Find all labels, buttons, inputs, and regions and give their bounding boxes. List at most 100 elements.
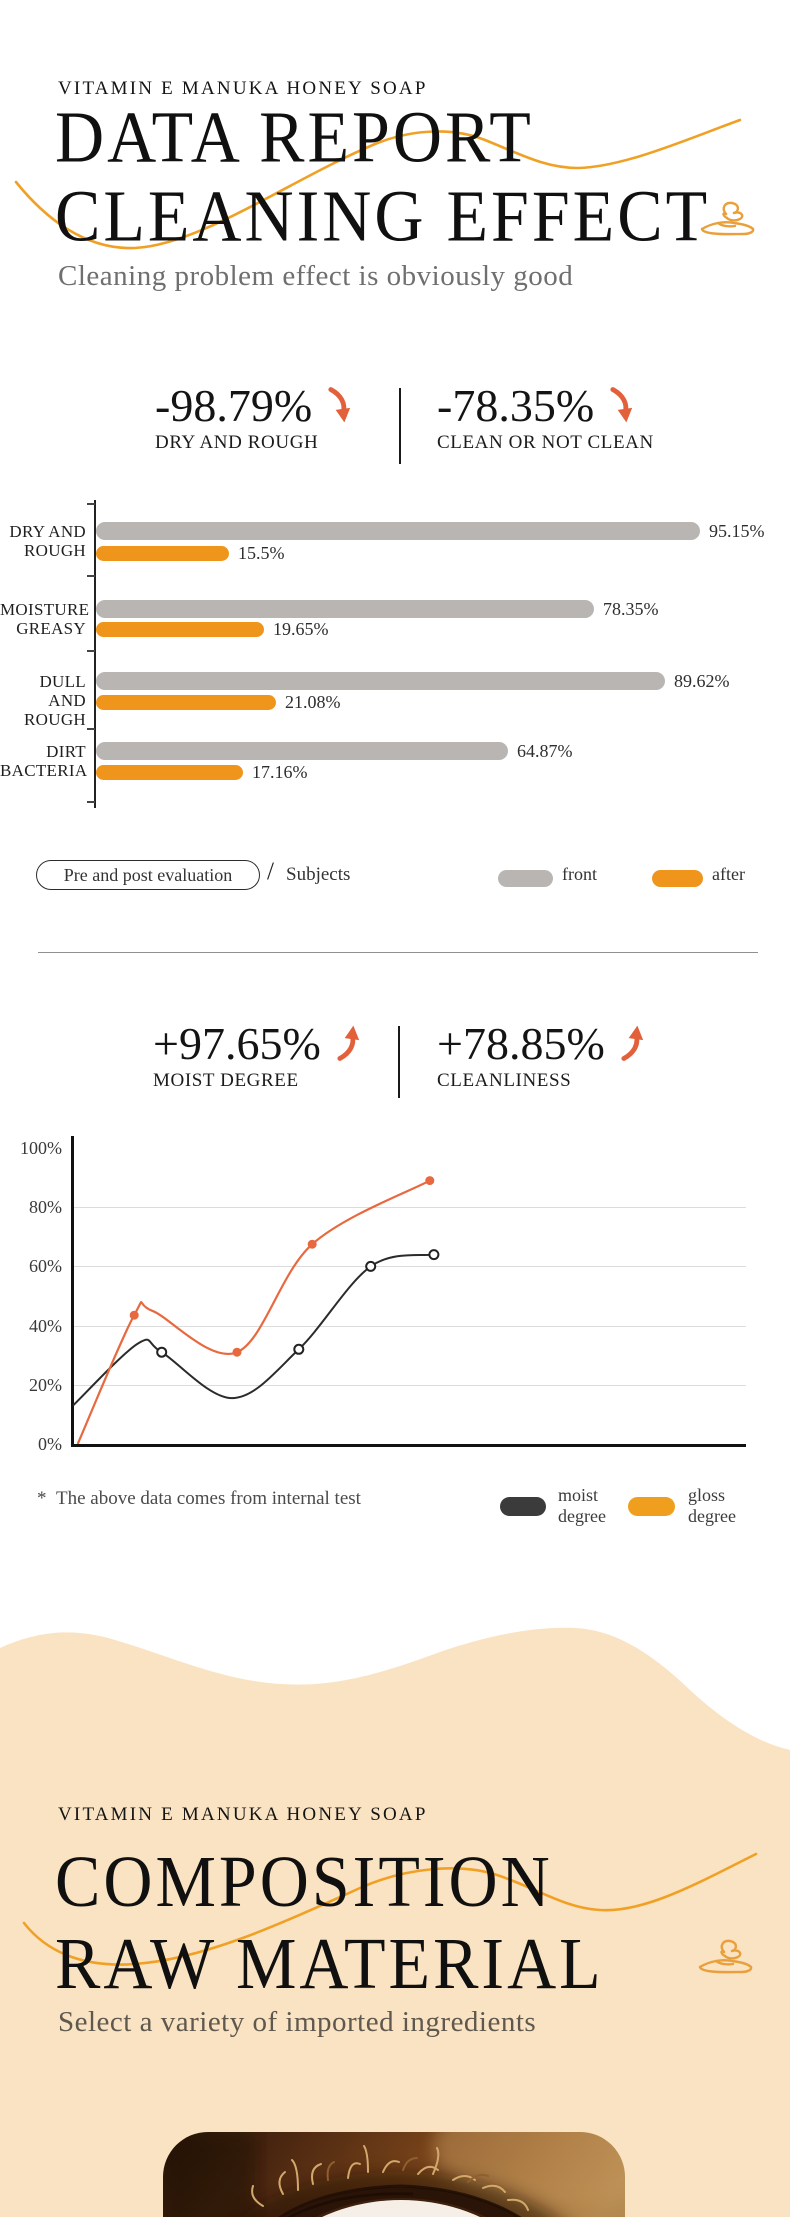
title-line-data-report: DATA REPORT [55, 95, 534, 178]
axis-tick [87, 728, 95, 730]
line-ytick-label: 80% [29, 1197, 62, 1218]
line-chart: 100% 80% 60% 40% 20% 0% [0, 1130, 790, 1465]
line-gridline [74, 1325, 746, 1327]
raw-material-photo [163, 2132, 625, 2217]
axis-tick [87, 575, 95, 577]
stat-value: +97.65% [153, 1018, 321, 1069]
legend-pill-evaluation: Pre and post evaluation [36, 860, 260, 890]
hand-soap-icon [698, 1939, 753, 1974]
bar-front-value: 78.35% [603, 599, 659, 619]
stat-label: CLEAN OR NOT CLEAN [437, 432, 654, 453]
subtitle-cleaning: Cleaning problem effect is obviously goo… [58, 260, 574, 292]
title-line-raw-material: RAW MATERIAL [55, 1922, 604, 2005]
legend-after-label: after [712, 864, 745, 884]
bar-front [96, 742, 508, 760]
page-title-cleaning: DATA REPORT CLEANING EFFECT [55, 95, 711, 257]
subtitle-composition: Select a variety of imported ingredients [58, 2006, 537, 2038]
bar-after-value: 21.08% [285, 692, 341, 712]
legend-gloss-swatch [628, 1497, 675, 1516]
brand-heading-bottom: VITAMIN E MANUKA HONEY SOAP [58, 1804, 428, 1825]
line-gridline [74, 1384, 746, 1386]
up-arrow-icon [621, 1025, 643, 1061]
line-gridline [74, 1207, 746, 1209]
stat-label: CLEANLINESS [437, 1070, 572, 1091]
gold-wave-decoration-bottom [22, 1852, 758, 1966]
bar-front [96, 672, 665, 690]
legend-slash: / [267, 858, 274, 885]
bar-category-label: DRY AND ROUGH [9, 522, 86, 560]
gold-wave-decoration-top [14, 118, 742, 250]
legend-gloss-label: gloss degree [688, 1485, 736, 1526]
up-arrow-icon [337, 1025, 359, 1061]
stat-clean-or-not: -78.35% CLEAN OR NOT CLEAN [437, 380, 654, 454]
hand-soap-icon [700, 201, 755, 236]
bar-front [96, 600, 594, 618]
bar-after [96, 765, 243, 780]
bar-after [96, 622, 264, 637]
bar-front-value: 64.87% [517, 741, 573, 761]
down-arrow-icon [610, 387, 633, 423]
bar-category-label: DULL AND ROUGH [24, 672, 86, 729]
bar-chart-legend: Pre and post evaluation / Subjects front… [0, 858, 790, 894]
bar-after-value: 19.65% [273, 619, 329, 639]
line-gridline [74, 1266, 746, 1268]
bar-category-label: DIRT BACTERIA [0, 742, 88, 780]
down-arrow-icon [328, 387, 351, 423]
bar-front-value: 95.15% [709, 521, 765, 541]
line-ytick-label: 40% [29, 1315, 62, 1336]
bar-after-value: 15.5% [238, 543, 285, 563]
data-point-marker [428, 1249, 440, 1261]
line-chart-plot [73, 1176, 440, 1444]
bar-after [96, 546, 229, 561]
axis-tick [87, 503, 95, 505]
data-point-marker [365, 1260, 377, 1272]
legend-front-swatch [498, 870, 553, 887]
title-line-composition: COMPOSITION [55, 1840, 553, 1923]
stat-value: -98.79% [155, 380, 313, 431]
legend-after-swatch [652, 870, 703, 887]
stat-moist-degree: +97.65% MOIST DEGREE [153, 1018, 364, 1092]
line-ytick-label: 60% [29, 1256, 62, 1277]
legend-moist-swatch [500, 1497, 546, 1516]
footnote-star: * [37, 1488, 47, 1509]
footnote-text: The above data comes from internal test [56, 1488, 361, 1509]
stat-label: DRY AND ROUGH [155, 432, 319, 453]
stat-cleanliness: +78.85% CLEANLINESS [437, 1018, 648, 1092]
page-title-composition: COMPOSITION RAW MATERIAL [55, 1840, 604, 2004]
stat-label: MOIST DEGREE [153, 1070, 299, 1091]
bar-category-label: MOISTURE GREASY [0, 600, 90, 638]
line-ytick-label: 0% [38, 1434, 62, 1454]
axis-tick [87, 650, 95, 652]
bar-chart-axis [94, 500, 96, 808]
data-point-marker [232, 1347, 242, 1357]
section-divider [38, 952, 758, 953]
stat-divider [398, 1026, 400, 1098]
bar-front [96, 522, 700, 540]
title-line-cleaning-effect: CLEANING EFFECT [55, 174, 711, 257]
data-point-marker [129, 1310, 139, 1320]
stat-dry-and-rough: -98.79% DRY AND ROUGH [155, 380, 355, 454]
stat-value: +78.85% [437, 1018, 605, 1069]
cream-background-blob [0, 1627, 790, 2217]
bar-after-value: 17.16% [252, 762, 308, 782]
stat-value: -78.35% [437, 380, 595, 431]
bar-after [96, 695, 276, 710]
data-point-marker [307, 1239, 317, 1249]
stat-divider [399, 388, 401, 464]
data-point-marker [156, 1346, 168, 1358]
bar-chart: DRY AND ROUGH 95.15% 15.5% MOISTURE GREASY 78.… [0, 470, 790, 830]
line-ytick-label: 20% [29, 1374, 62, 1395]
axis-tick [87, 801, 95, 803]
data-point-marker [293, 1343, 305, 1355]
legend-front-label: front [562, 864, 597, 884]
line-chart-legend: moist degree gloss degree [0, 1484, 790, 1536]
line-series-gloss-degree [76, 1179, 431, 1444]
line-ytick-label: 100% [20, 1138, 62, 1158]
bar-front-value: 89.62% [674, 671, 730, 691]
brand-heading-top: VITAMIN E MANUKA HONEY SOAP [58, 78, 428, 99]
line-chart-xaxis [71, 1444, 746, 1447]
legend-subjects-label: Subjects [286, 864, 351, 885]
legend-moist-label: moist degree [558, 1485, 606, 1526]
line-chart-yaxis [71, 1136, 74, 1447]
